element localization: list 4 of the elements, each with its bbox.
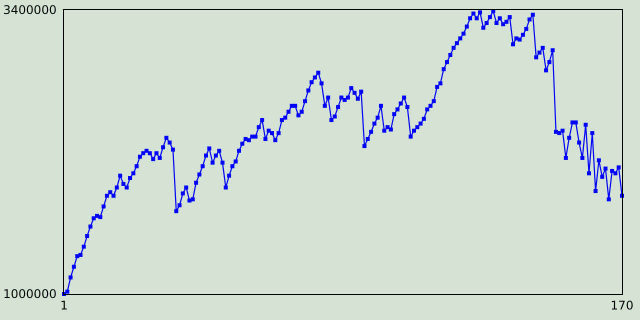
- x-tick-label: 1: [60, 298, 68, 312]
- y-tick-label: 3400000: [3, 3, 57, 18]
- x-tick-label: 170: [610, 298, 634, 312]
- y-tick-label: 1000000: [3, 287, 57, 302]
